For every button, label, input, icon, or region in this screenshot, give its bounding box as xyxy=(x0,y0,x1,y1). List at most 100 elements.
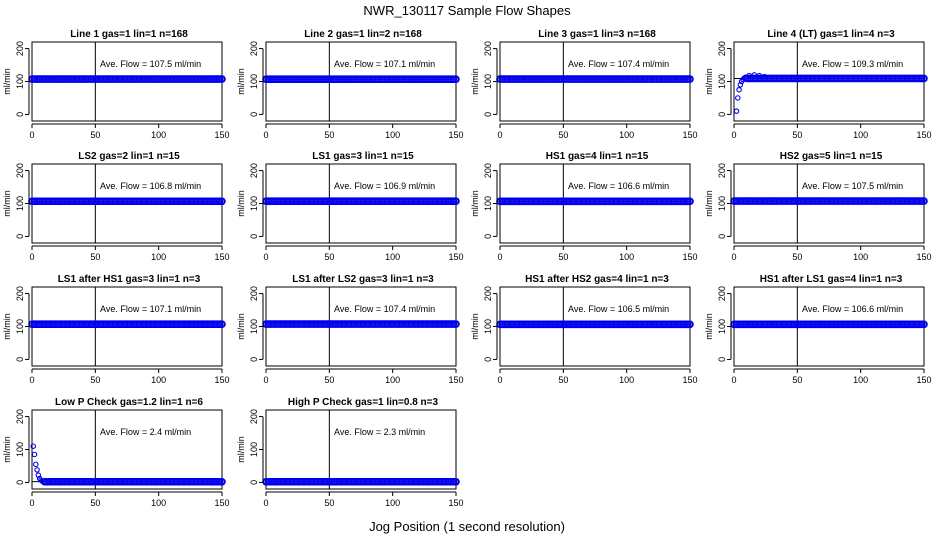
x-tick-label: 50 xyxy=(558,130,568,140)
x-tick-label: 0 xyxy=(263,375,268,385)
x-tick-label: 100 xyxy=(853,375,868,385)
average-annotation: Ave. Flow = 106.8 ml/min xyxy=(100,181,201,191)
x-tick-label: 150 xyxy=(448,252,463,262)
y-axis-label: ml/min xyxy=(2,436,12,463)
y-tick-label: 200 xyxy=(15,163,25,178)
y-tick-label: 100 xyxy=(483,74,493,89)
data-point xyxy=(453,321,459,327)
x-axis: 0 50 100 150 xyxy=(263,491,464,508)
data-point xyxy=(761,73,768,80)
data-point xyxy=(736,86,742,93)
y-tick-label: 0 xyxy=(483,357,493,362)
y-axis-label: ml/min xyxy=(704,313,714,340)
panel-10: LS1 after LS2 gas=3 lin=1 n=3 Ave. Flow =… xyxy=(236,274,464,385)
x-axis: 0 50 100 150 xyxy=(497,245,698,262)
x-tick-label: 50 xyxy=(324,252,334,262)
series-1 xyxy=(28,320,226,328)
x-tick-label: 150 xyxy=(448,498,463,508)
average-annotation: Ave. Flow = 107.5 ml/min xyxy=(100,59,201,69)
panel-5: LS2 gas=2 lin=1 n=15 Ave. Flow = 106.8 ml… xyxy=(2,151,230,262)
panel-title: High P Check gas=1 lin=0.8 n=3 xyxy=(288,397,439,408)
panel-title: LS1 after LS2 gas=3 lin=1 n=3 xyxy=(292,274,434,285)
average-annotation: Ave. Flow = 106.6 ml/min xyxy=(802,304,903,314)
y-tick-label: 100 xyxy=(249,74,259,89)
panel-title: Line 4 (LT) gas=1 lin=4 n=3 xyxy=(767,29,895,40)
x-axis: 0 50 100 150 xyxy=(497,368,698,385)
x-tick-label: 150 xyxy=(682,130,697,140)
data-point xyxy=(756,72,763,79)
plot-frame xyxy=(31,409,223,490)
average-annotation: Ave. Flow = 2.4 ml/min xyxy=(100,427,191,437)
x-tick-label: 150 xyxy=(448,375,463,385)
x-tick-label: 50 xyxy=(558,375,568,385)
x-axis: 0 50 100 150 xyxy=(731,123,932,140)
x-tick-label: 0 xyxy=(497,130,502,140)
y-axis: 0 100 200 ml/min xyxy=(470,163,498,239)
x-tick-label: 0 xyxy=(731,252,736,262)
data-point xyxy=(219,198,225,204)
y-tick-label: 100 xyxy=(15,442,25,457)
plot-frame xyxy=(265,409,457,490)
x-axis: 0 50 100 150 xyxy=(29,368,230,385)
y-axis: 0 100 200 ml/min xyxy=(470,41,498,117)
series-1 xyxy=(496,75,694,83)
x-tick-label: 0 xyxy=(29,498,34,508)
y-axis-label: ml/min xyxy=(236,68,246,95)
y-tick-label: 0 xyxy=(15,357,25,362)
average-annotation: Ave. Flow = 107.1 ml/min xyxy=(100,304,201,314)
data-point xyxy=(33,461,39,468)
x-tick-label: 150 xyxy=(214,252,229,262)
panel-title: HS2 gas=5 lin=1 n=15 xyxy=(780,151,883,162)
panel-title: Low P Check gas=1.2 lin=1 n=6 xyxy=(55,397,203,408)
x-tick-label: 100 xyxy=(385,130,400,140)
y-tick-label: 200 xyxy=(717,41,727,56)
y-axis: 0 100 200 ml/min xyxy=(236,409,264,485)
x-tick-label: 50 xyxy=(90,130,100,140)
y-axis: 0 100 200 ml/min xyxy=(2,409,30,485)
data-point xyxy=(39,478,45,484)
y-tick-label: 0 xyxy=(249,234,259,239)
y-tick-label: 200 xyxy=(15,286,25,301)
data-point xyxy=(219,76,225,82)
average-annotation: Ave. Flow = 106.6 ml/min xyxy=(568,181,669,191)
panel-14: High P Check gas=1 lin=0.8 n=3 Ave. Flow … xyxy=(236,397,464,508)
x-tick-label: 100 xyxy=(385,498,400,508)
y-tick-label: 100 xyxy=(15,319,25,334)
x-tick-label: 100 xyxy=(385,375,400,385)
y-tick-label: 200 xyxy=(249,286,259,301)
x-axis: 0 50 100 150 xyxy=(29,245,230,262)
y-tick-label: 100 xyxy=(717,74,727,89)
y-axis-label: ml/min xyxy=(704,190,714,217)
x-tick-label: 100 xyxy=(853,130,868,140)
x-axis: 0 50 100 150 xyxy=(29,123,230,140)
data-point xyxy=(453,76,459,82)
x-tick-label: 50 xyxy=(558,252,568,262)
x-tick-label: 0 xyxy=(29,252,34,262)
x-tick-label: 0 xyxy=(497,375,502,385)
x-tick-label: 50 xyxy=(324,130,334,140)
x-tick-label: 50 xyxy=(792,252,802,262)
data-point xyxy=(453,479,459,485)
data-point xyxy=(921,75,927,82)
y-axis-label: ml/min xyxy=(236,436,246,463)
data-point xyxy=(453,198,459,204)
average-annotation: Ave. Flow = 106.5 ml/min xyxy=(568,304,669,314)
x-tick-label: 150 xyxy=(682,375,697,385)
y-tick-label: 200 xyxy=(483,41,493,56)
data-point xyxy=(751,72,758,78)
y-axis: 0 100 200 ml/min xyxy=(704,41,732,117)
y-tick-label: 200 xyxy=(717,286,727,301)
x-axis: 0 50 100 150 xyxy=(497,123,698,140)
data-point xyxy=(31,451,38,458)
y-tick-label: 100 xyxy=(483,319,493,334)
x-tick-label: 0 xyxy=(29,130,34,140)
x-tick-label: 0 xyxy=(731,375,736,385)
panel-title: LS2 gas=2 lin=1 n=15 xyxy=(78,151,180,162)
data-point xyxy=(737,82,744,88)
y-axis: 0 100 200 ml/min xyxy=(236,163,264,239)
figure-title: NWR_130117 Sample Flow Shapes xyxy=(363,3,571,18)
data-point xyxy=(746,72,752,79)
y-tick-label: 200 xyxy=(249,163,259,178)
y-tick-label: 200 xyxy=(15,41,25,56)
series-1 xyxy=(730,197,928,205)
